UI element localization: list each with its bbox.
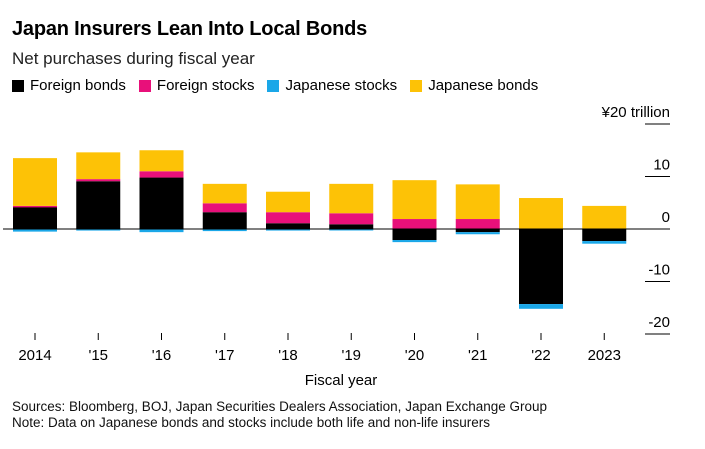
bar-foreign-stocks [13, 205, 57, 208]
legend-item-foreign-bonds: Foreign bonds [12, 77, 126, 94]
legend-label-japanese-stocks: Japanese stocks [285, 77, 398, 94]
note-text: Note: Data on Japanese bonds and stocks … [12, 415, 491, 430]
legend-swatch-foreign-stocks [138, 79, 151, 92]
x-tick-label: '16 [152, 347, 172, 364]
legend-item-foreign-stocks: Foreign stocks [138, 77, 255, 94]
x-tick-label: '17 [215, 347, 235, 364]
x-tick-label: '19 [341, 347, 361, 364]
bar-japanese-bonds [76, 152, 121, 180]
bar-japanese-stocks [455, 232, 500, 235]
bar-foreign-stocks [202, 203, 247, 213]
bar-foreign-bonds [455, 229, 500, 233]
sources-text: Sources: Bloomberg, BOJ, Japan Securitie… [12, 399, 548, 414]
bar-foreign-bonds [329, 224, 374, 229]
legend-label-foreign-bonds: Foreign bonds [30, 77, 126, 94]
bar-foreign-stocks [76, 179, 121, 182]
bar-foreign-stocks [455, 219, 500, 229]
bar-foreign-bonds [76, 181, 121, 229]
bar-foreign-bonds [392, 229, 437, 241]
legend-item-japanese-bonds: Japanese bonds [410, 77, 538, 94]
bar-foreign-bonds [266, 223, 310, 229]
bar-foreign-bonds [582, 229, 627, 242]
bar-japanese-stocks [329, 229, 374, 231]
legend-item-japanese-stocks: Japanese stocks [267, 77, 397, 94]
bar-foreign-stocks [266, 212, 310, 224]
bar-japanese-stocks [139, 229, 184, 233]
bar-japanese-bonds [392, 180, 437, 220]
x-axis-title: Fiscal year [304, 372, 378, 389]
x-tick-label: '15 [88, 347, 108, 364]
bar-foreign-bonds [139, 177, 184, 229]
bar-foreign-stocks [392, 219, 437, 229]
x-tick-label: '22 [531, 347, 551, 364]
bar-japanese-bonds [202, 183, 247, 204]
bar-japanese-stocks [202, 229, 247, 232]
bar-foreign-stocks [329, 213, 374, 225]
x-tick-label: 2014 [18, 347, 51, 364]
bar-japanese-stocks [76, 229, 121, 231]
bar-japanese-bonds [13, 158, 57, 206]
footnotes: Sources: Bloomberg, BOJ, Japan Securitie… [12, 399, 547, 431]
x-tick-label: '21 [468, 347, 488, 364]
x-tick-label: '18 [278, 347, 298, 364]
bar-japanese-bonds [266, 191, 310, 213]
bar-japanese-stocks [519, 304, 563, 309]
bar-foreign-bonds [202, 212, 247, 229]
y-tick-label: -10 [648, 262, 670, 279]
y-tick-label: -20 [648, 314, 670, 331]
bar-japanese-stocks [392, 240, 437, 243]
y-tick-label: ¥20 trillion [601, 104, 670, 121]
x-tick-label: '20 [405, 347, 425, 364]
bar-japanese-bonds [582, 205, 627, 229]
legend-swatch-japanese-bonds [410, 79, 423, 92]
bar-foreign-stocks [139, 171, 184, 178]
bar-japanese-stocks [13, 229, 57, 232]
legend-label-japanese-bonds: Japanese bonds [428, 77, 539, 94]
bar-foreign-bonds [13, 206, 57, 229]
bar-foreign-bonds [519, 229, 563, 305]
x-tick-label: 2023 [588, 347, 621, 364]
legend-label-foreign-stocks: Foreign stocks [156, 77, 255, 94]
bar-japanese-bonds [139, 150, 184, 172]
legend-swatch-japanese-stocks [267, 79, 280, 92]
bar-japanese-stocks [266, 229, 310, 231]
bar-japanese-bonds [455, 184, 500, 220]
legend: Foreign bonds Foreign stocks Japanese st… [12, 77, 551, 94]
y-tick-label-zero: 0 [662, 209, 670, 226]
chart-title: Japan Insurers Lean Into Local Bonds [12, 18, 368, 40]
bar-japanese-stocks [582, 241, 627, 244]
bar-japanese-bonds [329, 183, 374, 214]
chart-subtitle: Net purchases during fiscal year [12, 49, 255, 68]
bar-japanese-bonds [519, 198, 563, 229]
legend-swatch-foreign-bonds [12, 79, 24, 92]
y-tick-label: 10 [653, 157, 670, 174]
